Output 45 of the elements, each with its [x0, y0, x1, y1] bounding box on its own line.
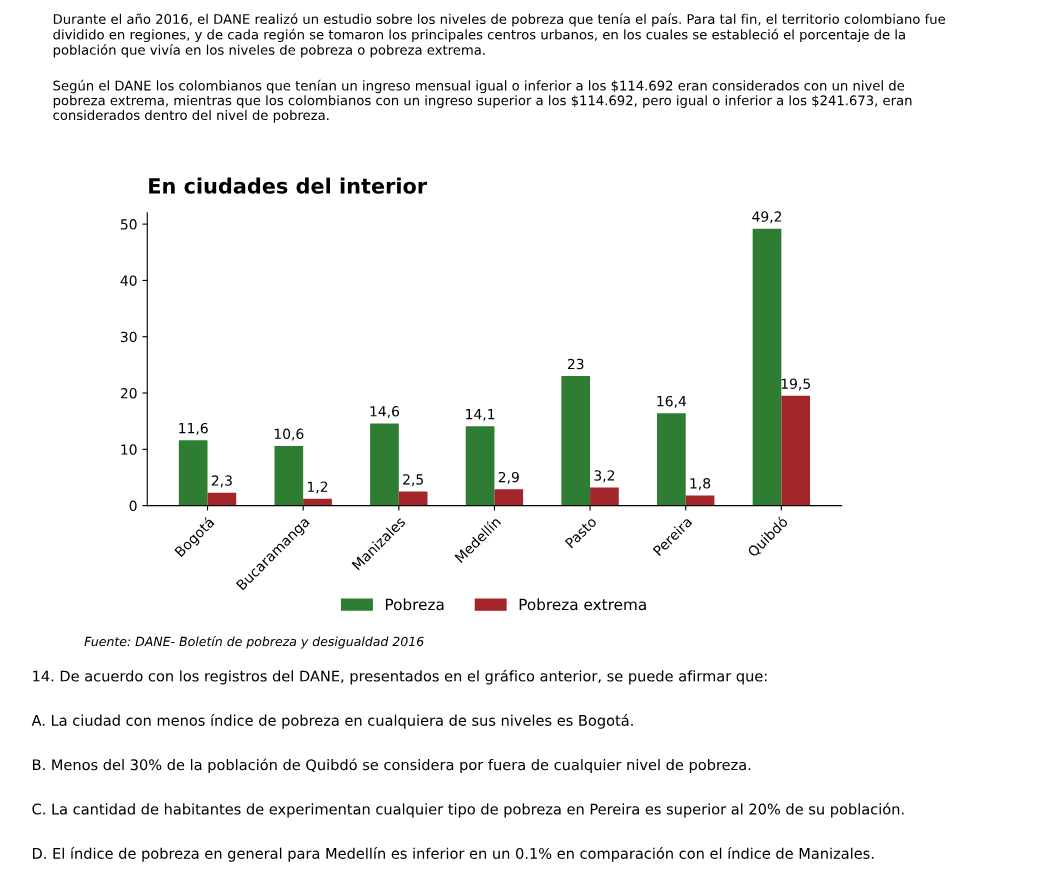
data-label: 23 [567, 358, 584, 370]
bar [494, 489, 524, 506]
y-tick-label: 50 [120, 219, 137, 230]
bar [178, 440, 208, 506]
text: C. La cantidad de habitantes de experimentan cualquier tipo de pobreza en Pereira es superior al 20% de su población. [32, 802, 904, 818]
text: Durante el año 2016, el DANE realizó un estudio sobre los niveles de pobreza que tenía el país. Para tal fin, el territorio colombiano fue dividido en regiones, y de cada región se tomaron los principales centros urbanos, en los cuales se estableció el porcentaje de la población que vivía en los niveles de pobreza o pobreza extrema. [53, 13, 946, 58]
legend-label: Pobreza [385, 598, 444, 611]
y-tick-label: 40 [120, 275, 137, 286]
legend-label: Pobreza extrema [519, 598, 646, 611]
bar [274, 445, 304, 506]
data-label: 1,2 [307, 481, 328, 494]
bar [561, 376, 591, 506]
data-label: 2,5 [403, 474, 423, 487]
data-label: 3,2 [594, 470, 615, 483]
bar [781, 395, 811, 506]
data-label: 16,4 [657, 395, 687, 408]
bar [657, 413, 686, 506]
text: Según el DANE los colombianos que tenían un ingreso mensual igual o inferior a los $114.692 eran considerados con un nivel de pobreza extrema, mientras que los colombianos con un ingreso superior a los $114.692, pero igual o inferior a los $241.673, eran considerados dentro del nivel de pobreza. [53, 79, 912, 123]
bar [465, 426, 495, 506]
data-label: 2,3 [211, 475, 232, 488]
text: A. La ciudad con menos índice de pobreza en cualquiera de sus niveles es Bogotá. [31, 714, 633, 729]
text: 14. De acuerdo con los registros del DANE, presentados en el gráfico anterior, se puede afirmar que: [33, 669, 767, 685]
chart-title: En ciudades del interior [149, 177, 428, 194]
data-label: 19,5 [781, 378, 810, 391]
bar [590, 487, 619, 506]
bar [752, 228, 782, 506]
bar [207, 492, 237, 506]
text: B. Menos del 30% de la población de Quibdó se considera por fuera de cualquier nivel de pobreza. [32, 758, 751, 774]
data-label: 49,2 [752, 211, 782, 224]
data-label: 11,6 [179, 422, 208, 435]
text: D. El índice de pobreza en general para Medellín es inferior en un 0.1% en comparación con el índice de Manizales. [32, 847, 874, 862]
data-label: 10,6 [274, 428, 304, 441]
data-label: 1,8 [690, 478, 711, 491]
data-label: 14,6 [370, 406, 400, 418]
bar [370, 423, 399, 506]
bar [303, 498, 332, 506]
y-tick-label: 20 [120, 387, 137, 399]
data-label: 2,9 [498, 471, 519, 484]
source-note: Fuente: DANE- Boletín de pobreza y desigualdad 2016 [84, 635, 424, 649]
data-label: 14,1 [466, 409, 495, 421]
bar [685, 495, 715, 506]
y-tick-label: 30 [120, 331, 137, 343]
y-tick-label: 10 [121, 444, 137, 455]
y-tick-label: 0 [129, 500, 137, 512]
bar [398, 491, 428, 506]
